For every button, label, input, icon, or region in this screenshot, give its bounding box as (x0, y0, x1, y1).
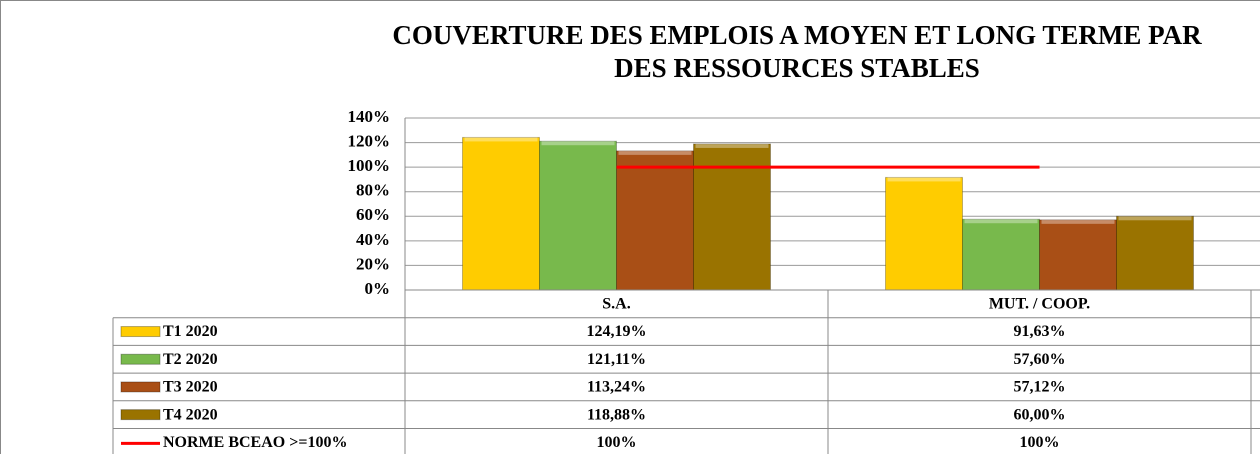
value-label: 60,00% (1014, 406, 1066, 423)
bar-highlight (464, 137, 538, 142)
bar-highlight (964, 219, 1038, 224)
value-label: 124,19% (587, 323, 647, 340)
legend-label: T3 2020 (163, 379, 218, 396)
bar (462, 136, 540, 291)
y-tick-label: 80% (356, 181, 390, 200)
value-label: 113,24% (587, 379, 646, 396)
value-label: 121,11% (587, 351, 646, 368)
value-label: 57,60% (1014, 351, 1066, 368)
bar-highlight (1041, 219, 1115, 224)
bar (1039, 219, 1117, 291)
y-tick-label: 100% (348, 156, 391, 175)
legend-label: T1 2020 (163, 323, 218, 340)
legend-key (120, 409, 161, 421)
y-tick-label: 40% (356, 230, 390, 249)
bar (1116, 215, 1194, 291)
legend-key (120, 353, 161, 365)
bar-highlight (541, 141, 615, 146)
value-label: 91,63% (1014, 323, 1066, 340)
legend-key (120, 326, 161, 338)
bar (885, 176, 963, 291)
bar (539, 140, 617, 291)
bar-highlight (618, 150, 692, 155)
bar-highlight (1118, 216, 1192, 221)
legend-label: T4 2020 (163, 406, 218, 423)
y-tick-label: 20% (356, 254, 390, 273)
legend-label: T2 2020 (163, 351, 218, 368)
chart-title: COUVERTURE DES EMPLOIS A MOYEN ET LONG T… (392, 20, 1202, 50)
legend-label: NORME BCEAO >=100% (163, 434, 347, 451)
category-label: MUT. / COOP. (989, 296, 1090, 313)
value-label: 100% (597, 434, 637, 451)
category-label: S.A. (602, 296, 630, 313)
bar (616, 150, 694, 291)
legend-key (120, 381, 161, 393)
bar (962, 218, 1040, 291)
chart-title: DES RESSOURCES STABLES (614, 53, 980, 83)
y-tick-label: 120% (348, 131, 391, 150)
bar-highlight (695, 143, 769, 148)
value-label: 57,12% (1014, 379, 1066, 396)
y-tick-label: 140% (348, 107, 391, 126)
y-tick-label: 60% (356, 205, 390, 224)
value-label: 100% (1020, 434, 1060, 451)
y-tick-label: 0% (365, 279, 391, 298)
bar-highlight (887, 177, 961, 182)
value-label: 118,88% (587, 406, 646, 423)
